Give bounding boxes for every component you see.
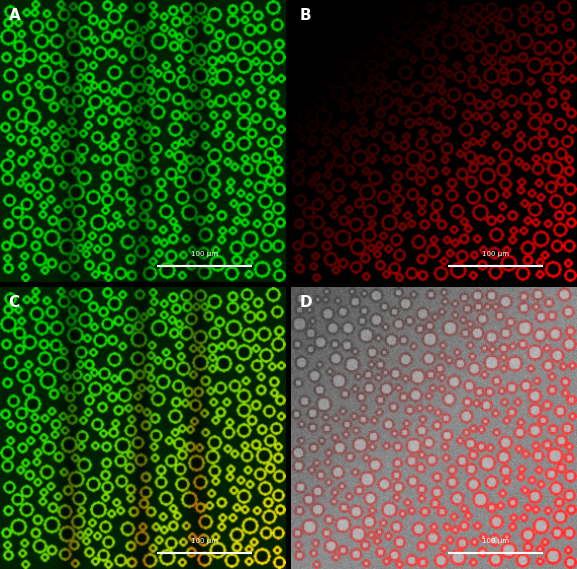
Text: A: A xyxy=(9,9,20,23)
Text: 100 μm: 100 μm xyxy=(482,538,509,543)
Text: C: C xyxy=(9,295,20,311)
Text: 100 μm: 100 μm xyxy=(191,538,218,543)
Text: 100 μm: 100 μm xyxy=(482,250,509,257)
Text: 100 μm: 100 μm xyxy=(191,250,218,257)
Text: D: D xyxy=(299,295,312,311)
Text: B: B xyxy=(299,9,311,23)
